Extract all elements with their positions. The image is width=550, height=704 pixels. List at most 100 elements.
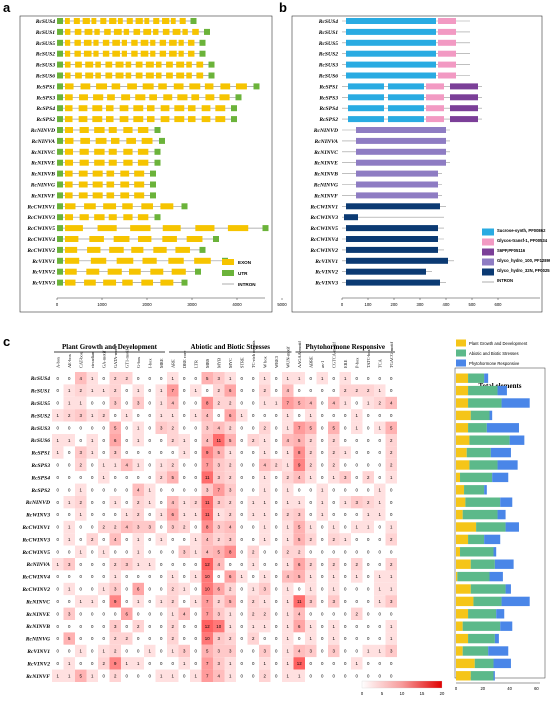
heatmap-cell	[167, 483, 179, 496]
heatmap-cell	[374, 533, 386, 546]
heatmap-cell-value: 0	[195, 438, 198, 443]
exon-block	[144, 18, 150, 24]
heatmap-cell-value: 0	[195, 525, 198, 530]
heatmap-cell	[52, 421, 64, 434]
legend-b-swatch	[482, 258, 494, 266]
heatmap-cell-value: 0	[149, 673, 152, 678]
heatmap-cell	[328, 384, 340, 397]
heatmap-cell-value: 0	[367, 636, 370, 641]
heatmap-cell-value: 0	[310, 673, 313, 678]
heatmap-cell	[190, 458, 202, 472]
heatmap-cell	[98, 520, 110, 534]
heatmap-cell	[270, 520, 282, 534]
heatmap-cell	[75, 421, 87, 434]
heatmap-cell-value: 4	[80, 376, 83, 381]
heatmap-cell-value: 1	[310, 413, 313, 418]
exon-block	[74, 50, 81, 57]
exon-block	[137, 148, 149, 155]
heatmap-cell-value: 1	[264, 401, 267, 406]
heatmap-cell	[224, 372, 236, 385]
axis-b-tick-label: 600	[495, 302, 503, 307]
heatmap-cell	[155, 533, 167, 546]
heatmap-cell	[201, 582, 213, 596]
exon-block	[108, 127, 117, 133]
heatmap-cell	[328, 421, 340, 434]
domain-gene-label-RcNINVB: RcNINVB	[313, 172, 338, 178]
column-header: MBS	[205, 358, 210, 368]
total-bar-segment	[492, 472, 509, 483]
heatmap-cell-value: 4	[183, 611, 186, 616]
total-bar-segment	[456, 497, 466, 507]
heatmap-cell	[121, 496, 133, 509]
exon-block	[120, 170, 130, 177]
heatmap-cell	[351, 669, 363, 682]
heatmap-cell-value: 1	[183, 438, 186, 443]
heatmap-cell	[385, 620, 397, 633]
heatmap-cell-value: 3	[80, 413, 83, 418]
heatmap-cell-value: 0	[241, 425, 244, 430]
heatmap-cell-value: 0	[57, 388, 60, 393]
total-bar-segment	[456, 571, 458, 582]
heatmap-cell	[121, 545, 133, 558]
heatmap-cell	[190, 384, 202, 397]
total-bar-segment	[468, 398, 502, 408]
heatmap-cell-value: 0	[310, 549, 313, 554]
column-header: WUN-motif	[285, 346, 290, 368]
heatmap-row-label: RcCWINV1	[21, 525, 50, 531]
heatmap-cell-value: 0	[91, 463, 94, 468]
heatmap-cell-value: 1	[91, 438, 94, 443]
total-bar-segment	[470, 584, 506, 594]
heatmap-cell	[213, 458, 225, 472]
heatmap-cell-value: 0	[80, 611, 83, 616]
heatmap-cell	[63, 620, 75, 633]
heatmap-cell-value: 0	[114, 475, 117, 480]
heatmap-cell-value: 0	[241, 624, 244, 629]
heatmap-cell	[282, 471, 294, 484]
heatmap-cell	[305, 558, 317, 571]
heatmap-cell	[259, 558, 271, 571]
heatmap-cell-value: 0	[91, 512, 94, 517]
heatmap-cell	[52, 520, 64, 534]
column-header: CGTCA-motif	[331, 342, 336, 368]
heatmap-cell	[351, 620, 363, 633]
heatmap-cell-value: 0	[356, 673, 359, 678]
heatmap-cell-value: 0	[333, 673, 336, 678]
heatmap-cell	[75, 595, 87, 608]
heatmap-cell	[282, 483, 294, 496]
exon-block	[93, 50, 99, 57]
heatmap-cell-value: 0	[379, 661, 382, 666]
heatmap-cell-value: 6	[172, 512, 175, 517]
exon-block	[177, 94, 188, 101]
heatmap-cell-value: 0	[367, 549, 370, 554]
total-bar-segment	[468, 609, 497, 619]
heatmap-cell	[305, 669, 317, 682]
heatmap-cell	[259, 657, 271, 670]
heatmap-cell	[75, 384, 87, 397]
utr-block	[213, 236, 219, 242]
domain-gene-label-RcNINVF: RcNINVF	[313, 193, 338, 199]
total-bar-segment	[470, 671, 494, 681]
heatmap-cell	[362, 372, 374, 385]
exon-block	[78, 116, 88, 123]
heatmap-cell	[328, 558, 340, 571]
legend-label-utr: UTR	[238, 271, 248, 276]
heatmap-cell	[75, 434, 87, 447]
heatmap-cell-value: 0	[356, 438, 359, 443]
heatmap-cell	[132, 570, 144, 583]
heatmap-cell	[121, 595, 133, 608]
heatmap-cell	[316, 409, 328, 422]
heatmap-cell	[52, 533, 64, 546]
heatmap-cell	[282, 558, 294, 571]
gene-label-RcVINV2: RcVINV2	[31, 270, 55, 276]
heatmap-cell-value: 1	[91, 388, 94, 393]
heatmap-cell-value: 0	[103, 562, 106, 567]
heatmap-cell	[305, 632, 317, 645]
total-bar-segment	[488, 646, 509, 656]
column-header: GT1-motif	[124, 348, 129, 368]
exon-block	[65, 159, 74, 166]
heatmap-cell	[305, 620, 317, 633]
total-bar-segment	[456, 646, 463, 656]
heatmap-cell	[282, 632, 294, 645]
utr-block	[57, 192, 63, 199]
heatmap-cell	[98, 644, 110, 658]
